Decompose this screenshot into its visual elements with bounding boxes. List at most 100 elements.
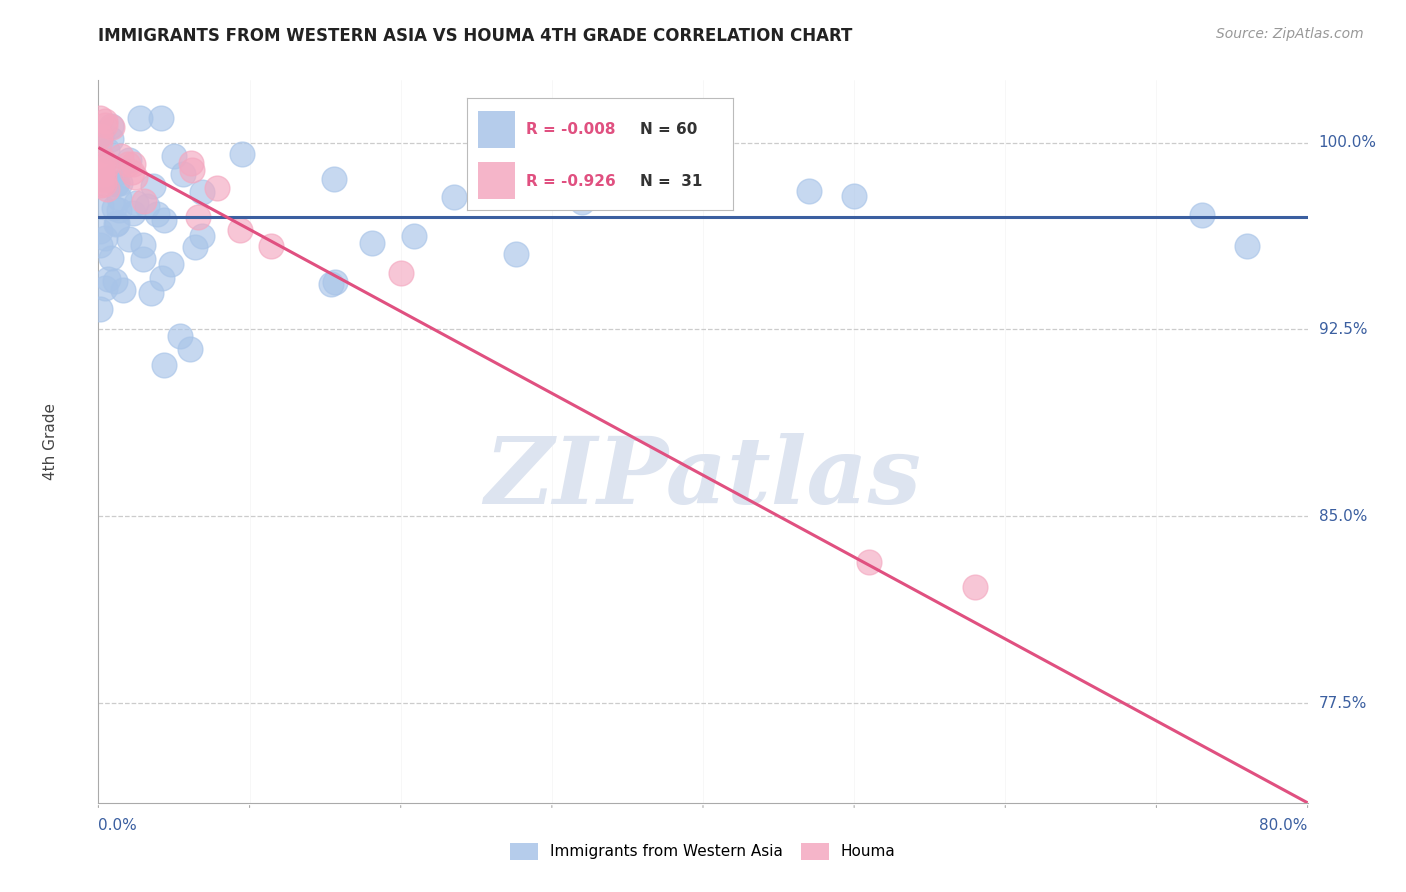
Point bbox=[150, 111, 173, 125]
Point bbox=[89, 111, 111, 125]
Point bbox=[128, 111, 150, 125]
Point bbox=[146, 207, 169, 221]
Point bbox=[152, 358, 174, 372]
Point bbox=[402, 229, 425, 244]
Point bbox=[93, 178, 115, 192]
Point bbox=[94, 114, 117, 128]
Legend: Immigrants from Western Asia, Houma: Immigrants from Western Asia, Houma bbox=[510, 843, 896, 860]
Point bbox=[93, 231, 115, 245]
Point bbox=[108, 176, 131, 190]
Point bbox=[90, 198, 112, 212]
Point bbox=[260, 239, 283, 253]
Point bbox=[125, 196, 148, 211]
Point bbox=[101, 120, 124, 134]
Text: 80.0%: 80.0% bbox=[1260, 818, 1308, 833]
Text: IMMIGRANTS FROM WESTERN ASIA VS HOUMA 4TH GRADE CORRELATION CHART: IMMIGRANTS FROM WESTERN ASIA VS HOUMA 4T… bbox=[98, 27, 853, 45]
Point bbox=[443, 189, 465, 203]
Point bbox=[124, 170, 146, 185]
Point bbox=[505, 247, 527, 261]
Point bbox=[105, 216, 128, 230]
Point bbox=[139, 286, 162, 301]
Point bbox=[104, 274, 127, 288]
Point bbox=[184, 240, 207, 254]
Point bbox=[103, 201, 125, 215]
Point bbox=[323, 275, 346, 289]
Point bbox=[322, 172, 344, 186]
Point bbox=[90, 158, 112, 172]
Point bbox=[91, 162, 114, 177]
Text: 100.0%: 100.0% bbox=[1319, 135, 1376, 150]
Point bbox=[93, 167, 115, 181]
Point bbox=[122, 206, 145, 220]
Point bbox=[389, 266, 412, 280]
Point bbox=[94, 281, 117, 295]
Text: 77.5%: 77.5% bbox=[1319, 696, 1367, 711]
Point bbox=[96, 182, 118, 196]
Point bbox=[797, 184, 820, 198]
Point bbox=[181, 163, 204, 178]
Point bbox=[191, 186, 214, 200]
Text: 4th Grade: 4th Grade bbox=[42, 403, 58, 480]
Point bbox=[844, 189, 866, 203]
Point bbox=[96, 158, 118, 172]
Point bbox=[105, 176, 128, 190]
Point bbox=[169, 329, 191, 343]
Point bbox=[89, 224, 111, 238]
Point bbox=[110, 148, 132, 162]
Point bbox=[121, 157, 143, 171]
Point bbox=[112, 283, 135, 297]
Point bbox=[89, 301, 111, 316]
Point bbox=[117, 153, 139, 168]
Point bbox=[96, 143, 118, 157]
Point bbox=[135, 199, 157, 213]
Point bbox=[91, 165, 114, 179]
Point bbox=[1236, 238, 1258, 252]
Text: 92.5%: 92.5% bbox=[1319, 322, 1367, 337]
Point bbox=[100, 131, 122, 145]
Point bbox=[107, 191, 129, 205]
Point bbox=[94, 119, 117, 133]
Point bbox=[571, 195, 593, 210]
Point bbox=[100, 119, 122, 133]
Point bbox=[91, 153, 114, 167]
Point bbox=[229, 223, 252, 237]
Point bbox=[187, 211, 209, 225]
Point bbox=[97, 272, 120, 286]
Point bbox=[94, 173, 117, 187]
Point bbox=[191, 229, 214, 244]
Point bbox=[360, 235, 382, 250]
Text: ZIPatlas: ZIPatlas bbox=[485, 433, 921, 523]
Point bbox=[121, 165, 143, 179]
Point bbox=[100, 251, 122, 265]
Point bbox=[150, 271, 173, 285]
Point bbox=[105, 217, 128, 231]
Point bbox=[93, 173, 115, 187]
Point bbox=[132, 194, 155, 208]
Point bbox=[205, 181, 228, 195]
Text: Source: ZipAtlas.com: Source: ZipAtlas.com bbox=[1216, 27, 1364, 41]
Point bbox=[105, 166, 128, 180]
Point bbox=[163, 149, 186, 163]
Point bbox=[104, 177, 127, 191]
Text: 0.0%: 0.0% bbox=[98, 818, 138, 833]
Point bbox=[117, 157, 139, 171]
Point bbox=[91, 126, 114, 140]
Point bbox=[132, 252, 155, 267]
Point bbox=[89, 129, 111, 144]
Point bbox=[1191, 208, 1213, 222]
Point bbox=[319, 277, 342, 291]
Point bbox=[160, 257, 183, 271]
Point bbox=[153, 212, 176, 227]
Point bbox=[179, 342, 201, 356]
Point bbox=[142, 179, 165, 194]
Point bbox=[89, 238, 111, 252]
Point bbox=[118, 232, 141, 246]
Point bbox=[965, 580, 987, 594]
Point bbox=[108, 202, 131, 217]
Point bbox=[180, 156, 202, 170]
Point bbox=[858, 556, 880, 570]
Point bbox=[132, 238, 155, 252]
Text: 85.0%: 85.0% bbox=[1319, 508, 1367, 524]
Point bbox=[90, 178, 112, 192]
Point bbox=[172, 167, 194, 181]
